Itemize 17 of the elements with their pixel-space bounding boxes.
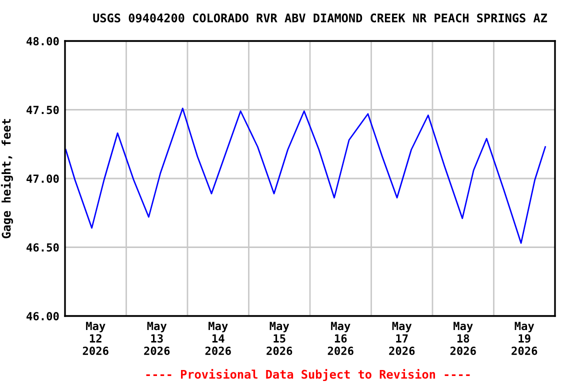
x-tick-label: May 13 2026 [144, 322, 170, 356]
y-tick-label: 48.00 [26, 36, 59, 46]
y-tick-label: 47.00 [26, 174, 59, 183]
y-tick-label: 46.50 [26, 243, 59, 252]
x-tick-label: May 12 2026 [82, 322, 108, 356]
y-axis-title: Gage height, feet [0, 119, 13, 238]
x-tick-label: May 15 2026 [266, 322, 292, 356]
line-series [65, 108, 546, 244]
x-tick-label: May 19 2026 [512, 322, 538, 356]
chart-title: USGS 09404200 COLORADO RVR ABV DIAMOND CREEK NR PEACH SPRINGS AZ [93, 13, 548, 22]
text: ---- Provisional Data Subject to Revision ---- [146, 368, 470, 382]
x-tick-label: May 14 2026 [205, 322, 231, 356]
y-tick-label: 47.50 [26, 106, 59, 114]
x-tick-label: May 18 2026 [450, 322, 476, 356]
x-tick-label: May 17 2026 [389, 322, 415, 356]
y-tick-label: 46.00 [26, 312, 59, 320]
x-tick-label: May 16 2026 [328, 322, 354, 356]
